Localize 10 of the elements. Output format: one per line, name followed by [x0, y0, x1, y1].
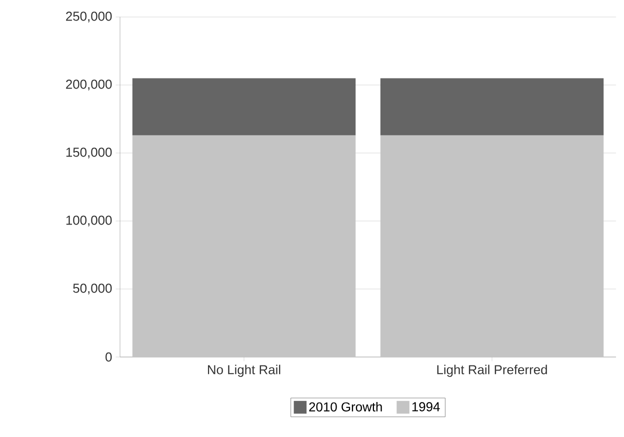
legend-label: 2010 Growth [309, 402, 382, 412]
y-tick-label: 50,000 [73, 284, 112, 294]
y-tick-label: 150,000 [66, 148, 112, 158]
y-tick-label: 100,000 [66, 216, 112, 226]
x-tick-label: Light Rail Preferred [437, 364, 547, 377]
x-tick-label: No Light Rail [208, 364, 280, 377]
y-tick-label: 200,000 [66, 80, 112, 90]
legend-label: 1994 [412, 402, 440, 412]
y-tick-label: 0 [106, 352, 112, 362]
y-tick-label: 250,000 [66, 12, 112, 22]
